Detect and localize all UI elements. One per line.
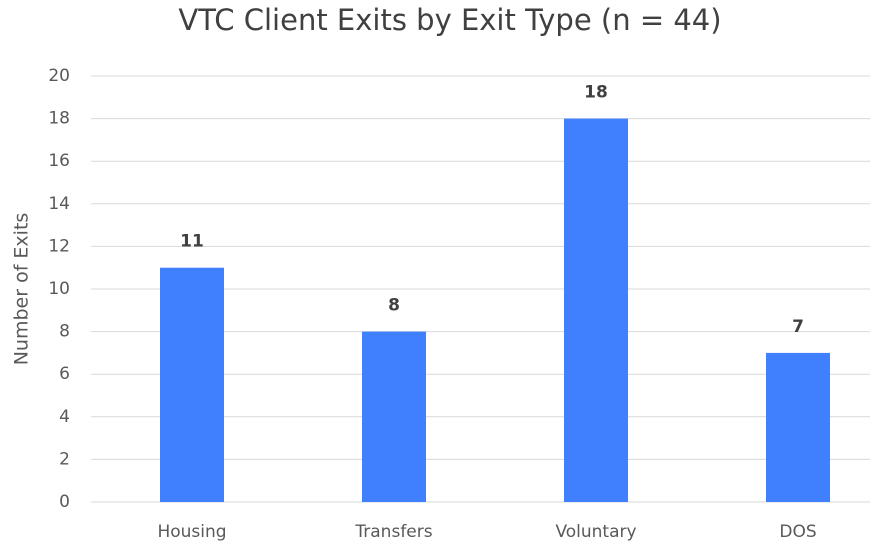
bar	[766, 352, 830, 502]
x-tick-label: Housing	[157, 522, 226, 542]
data-label: 7	[792, 317, 804, 337]
data-label: 11	[180, 232, 204, 252]
y-tick-label: 16	[48, 151, 70, 171]
x-tick-label: DOS	[779, 522, 816, 542]
y-tick-label: 4	[59, 407, 70, 427]
bar	[564, 118, 628, 502]
chart-title: VTC Client Exits by Exit Type (n = 44)	[178, 3, 721, 37]
y-tick-label: 0	[59, 492, 70, 512]
y-tick-label: 12	[48, 236, 70, 256]
y-tick-label: 18	[48, 109, 70, 129]
data-label: 18	[584, 83, 608, 103]
x-tick-label: Transfers	[354, 522, 432, 542]
y-tick-label: 14	[48, 194, 70, 214]
y-tick-label: 2	[59, 449, 70, 469]
y-axis-label: Number of Exits	[11, 213, 33, 366]
y-tick-label: 10	[48, 279, 70, 299]
bar	[362, 331, 426, 502]
y-tick-label: 8	[59, 322, 70, 342]
y-tick-label: 6	[59, 364, 70, 384]
y-tick-label: 20	[48, 66, 70, 86]
x-tick-label: Voluntary	[555, 522, 636, 542]
bar	[160, 267, 224, 502]
data-label: 8	[388, 296, 400, 316]
